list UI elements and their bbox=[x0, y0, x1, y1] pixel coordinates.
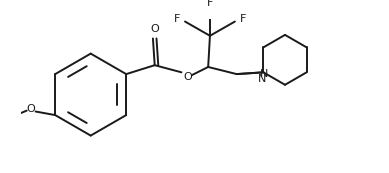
Text: F: F bbox=[240, 14, 246, 24]
Text: N: N bbox=[258, 74, 266, 84]
Text: O: O bbox=[183, 72, 192, 82]
Text: O: O bbox=[150, 24, 159, 34]
Text: F: F bbox=[207, 0, 213, 8]
Text: O: O bbox=[26, 104, 35, 114]
Text: F: F bbox=[174, 14, 180, 24]
Text: N: N bbox=[260, 69, 268, 79]
